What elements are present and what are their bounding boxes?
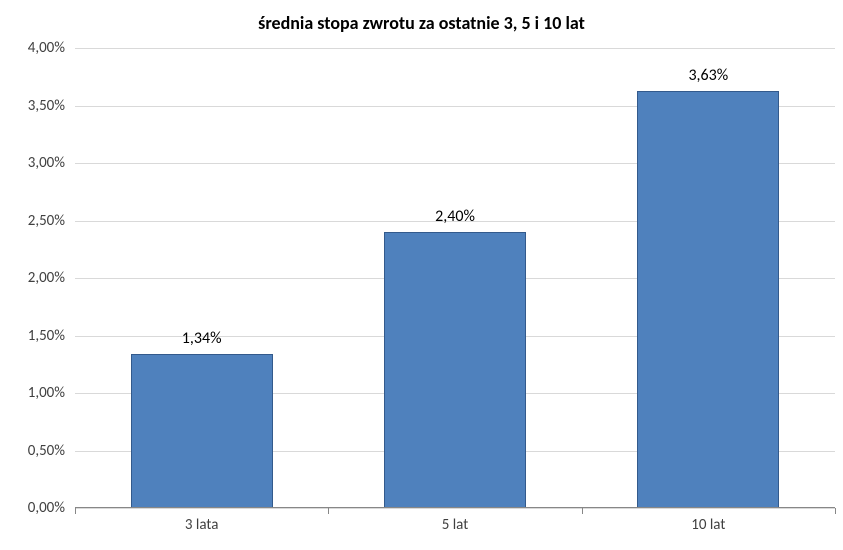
x-category-label: 10 lat (691, 516, 725, 534)
gridline (75, 48, 835, 49)
y-tick-label: 3,00% (28, 154, 65, 172)
y-tick-label: 1,50% (28, 327, 65, 345)
bar (637, 91, 779, 508)
y-tick-label: 0,50% (28, 442, 65, 460)
chart-title: średnia stopa zwrotu za ostatnie 3, 5 i … (0, 12, 843, 34)
x-tick (75, 508, 76, 514)
x-tick (582, 508, 583, 514)
x-category-label: 3 lata (185, 516, 219, 534)
data-label: 2,40% (435, 207, 475, 226)
data-label: 1,34% (182, 329, 222, 348)
bar (384, 232, 526, 508)
y-tick-label: 3,50% (28, 97, 65, 115)
y-tick-label: 0,00% (28, 499, 65, 517)
y-tick-label: 2,00% (28, 269, 65, 287)
y-tick-label: 2,50% (28, 212, 65, 230)
y-tick-label: 4,00% (28, 39, 65, 57)
x-axis-line (75, 507, 835, 508)
plot-area: 0,00%0,50%1,00%1,50%2,00%2,50%3,00%3,50%… (75, 48, 835, 508)
data-label: 3,63% (688, 66, 728, 85)
y-tick-label: 1,00% (28, 384, 65, 402)
return-rate-chart: średnia stopa zwrotu za ostatnie 3, 5 i … (0, 0, 843, 550)
x-tick (835, 508, 836, 514)
bar (131, 354, 273, 508)
x-tick (328, 508, 329, 514)
gridline (75, 508, 835, 509)
x-category-label: 5 lat (442, 516, 469, 534)
